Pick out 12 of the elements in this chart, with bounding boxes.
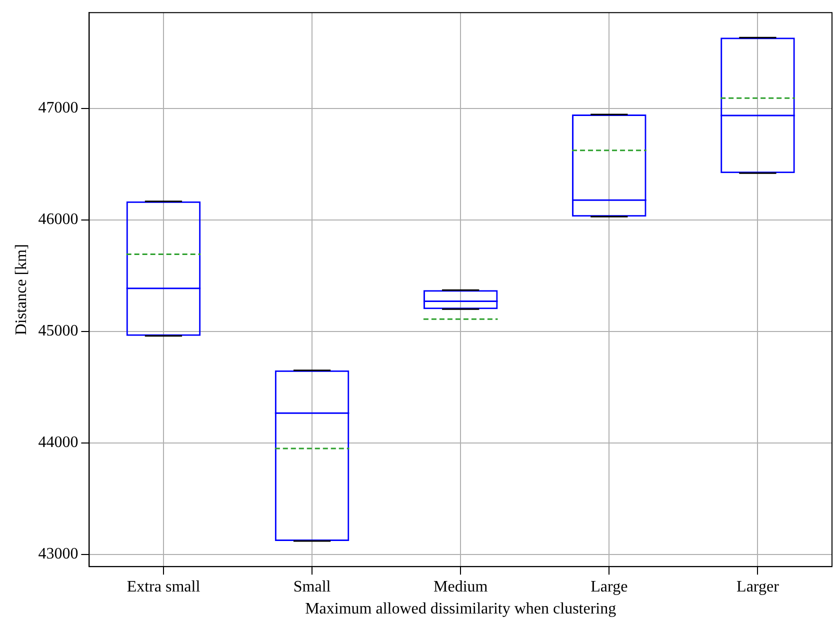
x-tick-label: Medium: [433, 578, 488, 596]
x-tick-label: Extra small: [126, 578, 201, 596]
x-tick-label: Large: [590, 578, 628, 596]
y-tick-label: 44000: [38, 434, 78, 452]
x-tick-label: Small: [293, 578, 332, 596]
x-axis-title: Maximum allowed dissimilarity when clustering: [305, 600, 616, 618]
y-tick-label: 43000: [38, 546, 78, 563]
y-tick-label: 46000: [38, 211, 78, 228]
y-axis-title: Distance [km]: [12, 244, 30, 336]
y-tick-label: 45000: [38, 322, 78, 340]
x-tick-label: Larger: [736, 578, 780, 596]
y-tick-label: 47000: [38, 100, 78, 117]
